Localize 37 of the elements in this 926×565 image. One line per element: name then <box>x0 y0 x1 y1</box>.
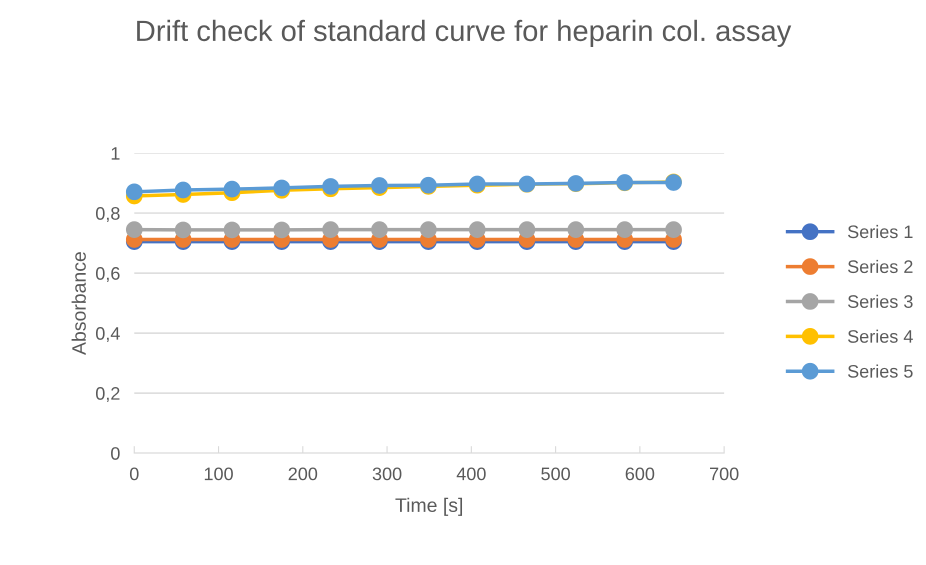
point <box>567 221 584 238</box>
legend-label: Series 1 <box>848 224 913 238</box>
legend-label: Series 5 <box>848 364 913 378</box>
legend-label: Series 3 <box>848 294 913 308</box>
y-tick-label: 0,2 <box>96 387 120 402</box>
x-axis-title: Time [s] <box>395 498 462 516</box>
x-tick-label: 0 <box>130 467 139 480</box>
point <box>126 183 143 200</box>
point <box>468 221 486 238</box>
point <box>126 221 143 238</box>
legend-label: Series 2 <box>848 260 912 274</box>
chart-title: Drift check of standard curve for heparin col. assay <box>137 20 792 47</box>
x-tick-label: 200 <box>288 467 318 480</box>
point <box>616 221 634 238</box>
point <box>174 182 192 198</box>
x-tick-label: 600 <box>626 467 654 480</box>
y-tick-label: 1 <box>112 147 120 160</box>
y-tick-label: 0,8 <box>96 207 120 222</box>
point <box>224 180 240 198</box>
point <box>420 221 437 238</box>
point <box>322 221 339 238</box>
point <box>518 221 536 238</box>
point <box>665 221 682 238</box>
x-tick-label: 100 <box>204 467 233 480</box>
y-tick-label: 0,4 <box>96 327 120 342</box>
y-tick-label: 0,6 <box>96 267 120 282</box>
point <box>224 222 240 238</box>
point <box>371 221 388 238</box>
x-tick-label: 700 <box>710 467 738 480</box>
x-tick-label: 400 <box>456 467 486 480</box>
point <box>174 222 192 238</box>
y-tick-label: 0 <box>111 447 120 460</box>
y-axis-title: Absorbance <box>72 252 86 355</box>
point <box>273 222 290 238</box>
x-tick-label: 500 <box>541 467 570 480</box>
legend-label: Series 4 <box>848 330 913 343</box>
x-tick-label: 300 <box>372 467 402 480</box>
